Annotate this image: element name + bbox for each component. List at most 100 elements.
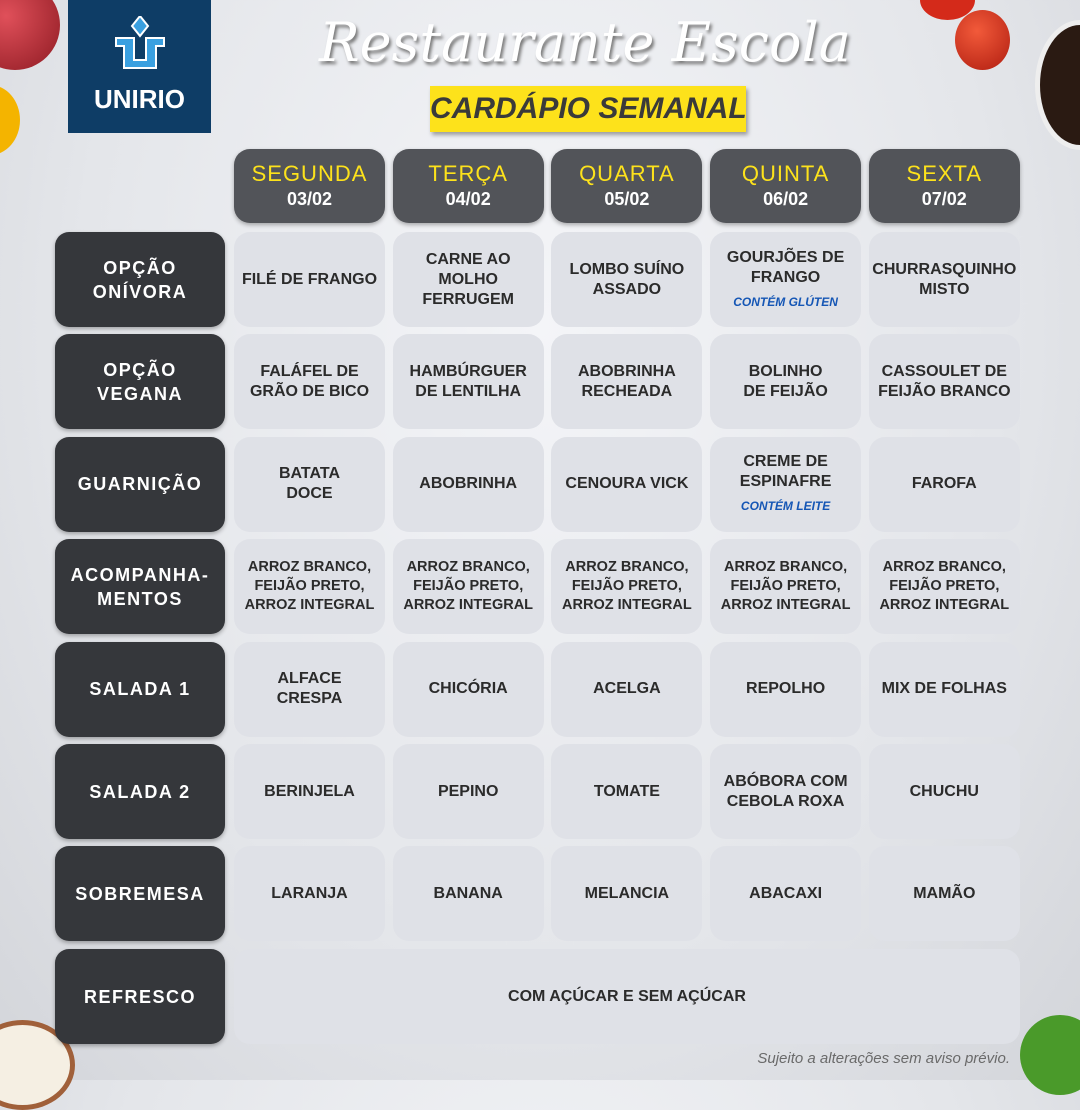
day-name: SEXTA [906,161,983,186]
basil-decoration [1020,1015,1080,1095]
menu-cell: BATATA DOCE [234,436,385,532]
menu-item-text: BOLINHO DE FEIJÃO [743,362,828,400]
menu-cell: HAMBÚRGUER DE LENTILHA [392,334,544,430]
disclaimer: Sujeito a alterações sem aviso prévio. [757,1050,1010,1067]
day-date: 04/02 [445,189,491,209]
tomato-decoration [955,10,1010,70]
menu-item-text: CREME DE ESPINAFRE [739,453,832,491]
menu-cell: ARROZ BRANCO, FEIJÃO PRETO, ARROZ INTEGR… [868,539,1020,635]
menu-item-text: ARROZ BRANCO, FEIJÃO PRETO, ARROZ INTEGR… [562,559,692,614]
menu-cell: FAROFA [868,436,1020,532]
menu-cell: ABACAXI [710,846,862,942]
row-label: SALADA 1 [55,641,225,737]
unirio-emblem-icon [114,16,165,69]
menu-cell: LARANJA [234,846,385,942]
menu-item-text: ACELGA [593,680,661,698]
menu-cell: BANANA [392,846,544,942]
menu-item-text: MAMÃO [913,884,976,902]
day-name: QUARTA [579,161,675,186]
menu-cell: ARROZ BRANCO, FEIJÃO PRETO, ARROZ INTEGR… [234,539,385,635]
beans-bowl-decoration [1035,20,1080,150]
menu-item-text: ALFACE CRESPA [276,670,343,708]
apple-decoration [0,0,60,70]
menu-item-text: CHUCHU [909,782,979,800]
menu-item-text: LOMBO SUÍNO ASSADO [569,260,685,298]
menu-item-text: ARROZ BRANCO, FEIJÃO PRETO, ARROZ INTEGR… [879,559,1010,614]
menu-item-text: FALÁFEL DE GRÃO DE BICO [249,362,370,400]
day-header: QUINTA 06/02 [710,149,862,223]
day-name: TERÇA [428,161,508,186]
menu-item-text: ABACAXI [749,884,823,902]
menu-cell: CENOURA VICK [551,436,703,532]
menu-cell: FILÉ DE FRANGO [234,232,385,327]
menu-cell: FALÁFEL DE GRÃO DE BICO [234,334,385,430]
allergen-note: CONTÉM GLÚTEN [733,294,838,309]
menu-cell: BOLINHO DE FEIJÃO [710,334,862,430]
row-label: SOBREMESA [55,846,225,942]
menu-item-text: CHURRASQUINHO MISTO [872,260,1017,298]
day-date: 06/02 [763,189,809,209]
menu-item-text: ARROZ BRANCO, FEIJÃO PRETO, ARROZ INTEGR… [403,559,534,614]
menu-item-text: CASSOULET DE FEIJÃO BRANCO [878,362,1011,400]
menu-item-text: BATATA DOCE [278,465,340,503]
menu-cell: PEPINO [392,744,544,839]
allergen-note: CONTÉM LEITE [740,499,831,514]
menu-item-text: MELANCIA [584,884,670,902]
menu-cell: ACELGA [551,641,703,737]
menu-item-text: FAROFA [911,475,977,493]
menu-cell: ABOBRINHA [392,436,544,532]
day-header: QUARTA 05/02 [551,149,703,223]
day-date: 05/02 [604,189,650,209]
menu-cell: ALFACE CRESPA [234,641,385,737]
row-label: GUARNIÇÃO [55,436,225,532]
menu-item-text: ARROZ BRANCO, FEIJÃO PRETO, ARROZ INTEGR… [244,559,375,614]
day-header: SEGUNDA 03/02 [234,149,385,223]
menu-cell: REPOLHO [710,641,862,737]
menu-cell: MELANCIA [551,846,703,942]
menu-cell: ARROZ BRANCO, FEIJÃO PRETO, ARROZ INTEGR… [392,539,544,635]
day-name: SEGUNDA [251,161,368,186]
menu-cell: ARROZ BRANCO, FEIJÃO PRETO, ARROZ INTEGR… [710,539,862,635]
menu-cell: ABOBRINHA RECHEADA [551,334,703,430]
menu-item-text: PEPINO [437,782,499,800]
row-label: OPÇÃO VEGANA [55,334,225,430]
menu-cell: CREME DE ESPINAFRE CONTÉM LEITE [710,436,862,532]
menu-item-text: BERINJELA [264,782,355,800]
day-date: 03/02 [286,189,333,209]
page-subtitle: CARDÁPIO SEMANAL [430,86,747,132]
menu-cell: ABÓBORA COM CEBOLA ROXA [710,744,862,839]
menu-item-text: GOURJÕES DE FRANGO [726,248,845,286]
menu-cell: GOURJÕES DE FRANGO CONTÉM GLÚTEN [710,232,862,327]
menu-item-text: REPOLHO [746,680,826,698]
tomato-decoration [920,0,975,20]
menu-cell: CASSOULET DE FEIJÃO BRANCO [868,334,1020,430]
day-date: 07/02 [921,189,967,209]
unirio-logo: UNIRIO [68,0,211,133]
menu-item-text: CHICÓRIA [428,680,508,698]
menu-item-text: CARNE AO MOLHO FERRUGEM [422,250,514,308]
menu-cell: MIX DE FOLHAS [868,641,1020,737]
menu-cell: ARROZ BRANCO, FEIJÃO PRETO, ARROZ INTEGR… [551,539,703,635]
menu-cell: CHICÓRIA [392,641,544,737]
orange-decoration [0,85,20,155]
menu-item-text: FILÉ DE FRANGO [241,270,378,288]
day-name: QUINTA [741,161,830,186]
page-title: Restaurante Escola [319,11,851,74]
day-header: SEXTA 07/02 [868,149,1020,223]
day-header: TERÇA 04/02 [392,149,544,223]
refresco-cell: COM AÇÚCAR E SEM AÇÚCAR [234,949,1020,1044]
menu-cell: CHURRASQUINHO MISTO [868,232,1020,327]
row-label: OPÇÃO ONÍVORA [55,232,225,327]
menu-item-text: BANANA [433,884,503,902]
menu-cell: TOMATE [551,744,703,839]
menu-item-text: ABÓBORA COM CEBOLA ROXA [723,772,848,810]
menu-item-text: LARANJA [271,884,348,902]
menu-item-text: ABOBRINHA RECHEADA [578,362,676,400]
menu-item-text: ARROZ BRANCO, FEIJÃO PRETO, ARROZ INTEGR… [720,559,851,614]
menu-item-text: TOMATE [593,782,660,800]
menu-item-text: HAMBÚRGUER DE LENTILHA [409,362,527,400]
menu-item-text: ABOBRINHA [419,475,518,493]
menu-item-text: CENOURA VICK [565,475,689,493]
row-label: SALADA 2 [55,744,225,839]
menu-cell: CHUCHU [868,744,1020,839]
